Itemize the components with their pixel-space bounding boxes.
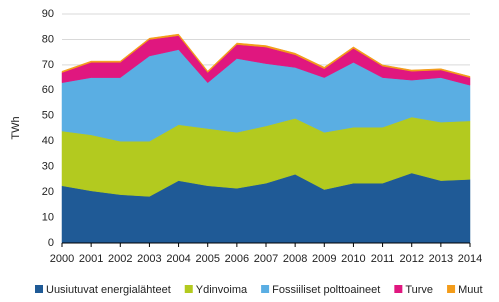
y-tick-label: 60	[42, 84, 54, 96]
x-tick-label: 2008	[283, 253, 307, 265]
x-tick-label: 2012	[399, 253, 423, 265]
legend-label: Uusiutuvat energialähteet	[46, 284, 171, 296]
y-tick-label: 40	[42, 135, 54, 147]
area	[61, 33, 471, 78]
y-tick-label: 90	[42, 8, 54, 20]
y-tick-label: 70	[42, 59, 54, 71]
x-tick-label: 2005	[195, 253, 219, 265]
y-tick-label: 30	[42, 161, 54, 173]
x-tick-label: 2010	[341, 253, 365, 265]
legend-swatch	[35, 285, 43, 293]
legend-label: Muut	[458, 284, 482, 296]
legend-label: Fossiiliset polttoaineet	[272, 284, 380, 296]
x-tick-label: 2009	[312, 253, 336, 265]
y-tick-label: 80	[42, 33, 54, 45]
x-tick-label: 2006	[225, 253, 249, 265]
x-tick-label: 2004	[166, 253, 190, 265]
x-tick-label: 2013	[429, 253, 453, 265]
legend-label: Ydinvoima	[196, 284, 248, 296]
x-tick-label: 2014	[458, 253, 482, 265]
x-tick-label: 2003	[137, 253, 161, 265]
x-tick-label: 2007	[254, 253, 278, 265]
y-tick-label: 50	[42, 110, 54, 122]
x-tick-label: 2011	[371, 253, 395, 265]
y-tick-label: 0	[48, 237, 54, 249]
y-tick-label: 10	[42, 211, 54, 223]
y-tick-label: 20	[42, 186, 54, 198]
legend-label: Turve	[405, 284, 433, 296]
legend-swatch	[184, 285, 193, 293]
x-tick-label: 2002	[108, 253, 132, 265]
y-axis-label: TWh	[10, 116, 22, 139]
x-tick-label: 2000	[50, 253, 74, 265]
x-tick-label: 2001	[79, 253, 103, 265]
legend-swatch	[394, 285, 403, 293]
legend-swatch	[447, 285, 456, 293]
legend-swatch	[261, 285, 270, 293]
